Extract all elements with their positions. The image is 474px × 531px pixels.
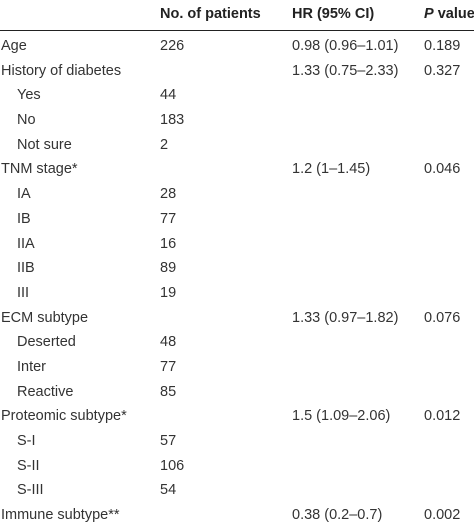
variable-cell: IB xyxy=(17,210,31,227)
table-body: Age 226 0.98 (0.96–1.01) 0.189 History of di… xyxy=(0,34,474,528)
table-row: Deserted 48 xyxy=(0,330,474,355)
patients-cell: 106 xyxy=(160,457,185,474)
variable-cell: IIB xyxy=(17,260,35,277)
table-row: History of diabetes 1.33 (0.75–2.33) 0.327 xyxy=(0,59,474,84)
patients-cell: 48 xyxy=(160,334,177,351)
header-hr: HR (95% CI) xyxy=(292,6,375,22)
table-row: ECM subtype 1.33 (0.97–1.82) 0.076 xyxy=(0,306,474,331)
table-row: Inter 77 xyxy=(0,355,474,380)
p-value-cell: 0.046 xyxy=(424,161,461,178)
table-row: Proteomic subtype* 1.5 (1.09–2.06) 0.012 xyxy=(0,404,474,429)
variable-cell: Yes xyxy=(17,87,41,104)
variable-cell: Reactive xyxy=(17,383,74,400)
variable-cell: ECM subtype xyxy=(1,309,89,326)
table-row: TNM stage* 1.2 (1–1.45) 0.046 xyxy=(0,157,474,182)
patients-cell: 28 xyxy=(160,186,177,203)
variable-cell: History of diabetes xyxy=(1,62,122,79)
table-row: Age 226 0.98 (0.96–1.01) 0.189 xyxy=(0,34,474,59)
variable-cell: S-I xyxy=(17,433,36,449)
variable-cell: Not sure xyxy=(17,136,72,153)
hr-cell: 1.33 (0.75–2.33) xyxy=(292,62,399,79)
variable-cell: Inter xyxy=(17,358,47,375)
p-value-cell: 0.327 xyxy=(424,62,461,79)
p-value-cell: 0.012 xyxy=(424,408,461,425)
p-value-cell: 0.002 xyxy=(424,507,461,524)
patients-cell: 2 xyxy=(160,136,169,153)
p-value-cell: 0.076 xyxy=(424,309,461,326)
hr-cell: 0.38 (0.2–0.7) xyxy=(292,507,383,524)
hr-cell: 0.98 (0.96–1.01) xyxy=(292,38,399,54)
variable-cell: Immune subtype** xyxy=(1,507,120,524)
table-row: Immune subtype** 0.38 (0.2–0.7) 0.002 xyxy=(0,503,474,528)
table-row: IA 28 xyxy=(0,182,474,207)
table-row: S-III 54 xyxy=(0,478,474,503)
variable-cell: IA xyxy=(17,186,31,203)
patients-cell: 54 xyxy=(160,482,177,499)
patients-cell: 16 xyxy=(160,235,177,252)
table-row: IB 77 xyxy=(0,207,474,232)
header-p-letter: P xyxy=(424,6,434,22)
header-rule xyxy=(0,30,474,31)
patients-cell: 57 xyxy=(160,433,177,449)
patients-cell: 19 xyxy=(160,284,177,301)
table-row: Reactive 85 xyxy=(0,380,474,405)
table-row: No 183 xyxy=(0,108,474,133)
variable-cell: Age xyxy=(1,38,27,54)
variable-cell: S-III xyxy=(17,482,44,499)
patients-cell: 77 xyxy=(160,358,177,375)
table-row: Not sure 2 xyxy=(0,133,474,158)
variable-cell: IIA xyxy=(17,235,35,252)
patients-cell: 226 xyxy=(160,38,185,54)
table-row: Yes 44 xyxy=(0,83,474,108)
variable-cell: Proteomic subtype* xyxy=(1,408,127,425)
table-header: No. of patients HR (95% CI) P value xyxy=(0,0,474,30)
table-row: S-II 106 xyxy=(0,454,474,479)
patients-cell: 77 xyxy=(160,210,177,227)
hr-cell: 1.2 (1–1.45) xyxy=(292,161,371,178)
variable-cell: Deserted xyxy=(17,334,76,351)
patients-cell: 44 xyxy=(160,87,177,104)
header-value-word: value xyxy=(433,6,474,22)
header-patients: No. of patients xyxy=(160,6,261,22)
hr-cell: 1.5 (1.09–2.06) xyxy=(292,408,391,425)
variable-cell: No xyxy=(17,112,36,129)
patients-cell: 89 xyxy=(160,260,177,277)
table-row: III 19 xyxy=(0,281,474,306)
variable-cell: TNM stage* xyxy=(1,161,78,178)
table-row: IIB 89 xyxy=(0,256,474,281)
variable-cell: S-II xyxy=(17,457,40,474)
hr-cell: 1.33 (0.97–1.82) xyxy=(292,309,399,326)
patients-cell: 183 xyxy=(160,112,185,129)
table-row: IIA 16 xyxy=(0,232,474,257)
patients-cell: 85 xyxy=(160,383,177,400)
p-value-cell: 0.189 xyxy=(424,38,461,54)
table-row: S-I 57 xyxy=(0,429,474,454)
variable-cell: III xyxy=(17,284,30,301)
header-p-value: P value xyxy=(424,6,474,22)
